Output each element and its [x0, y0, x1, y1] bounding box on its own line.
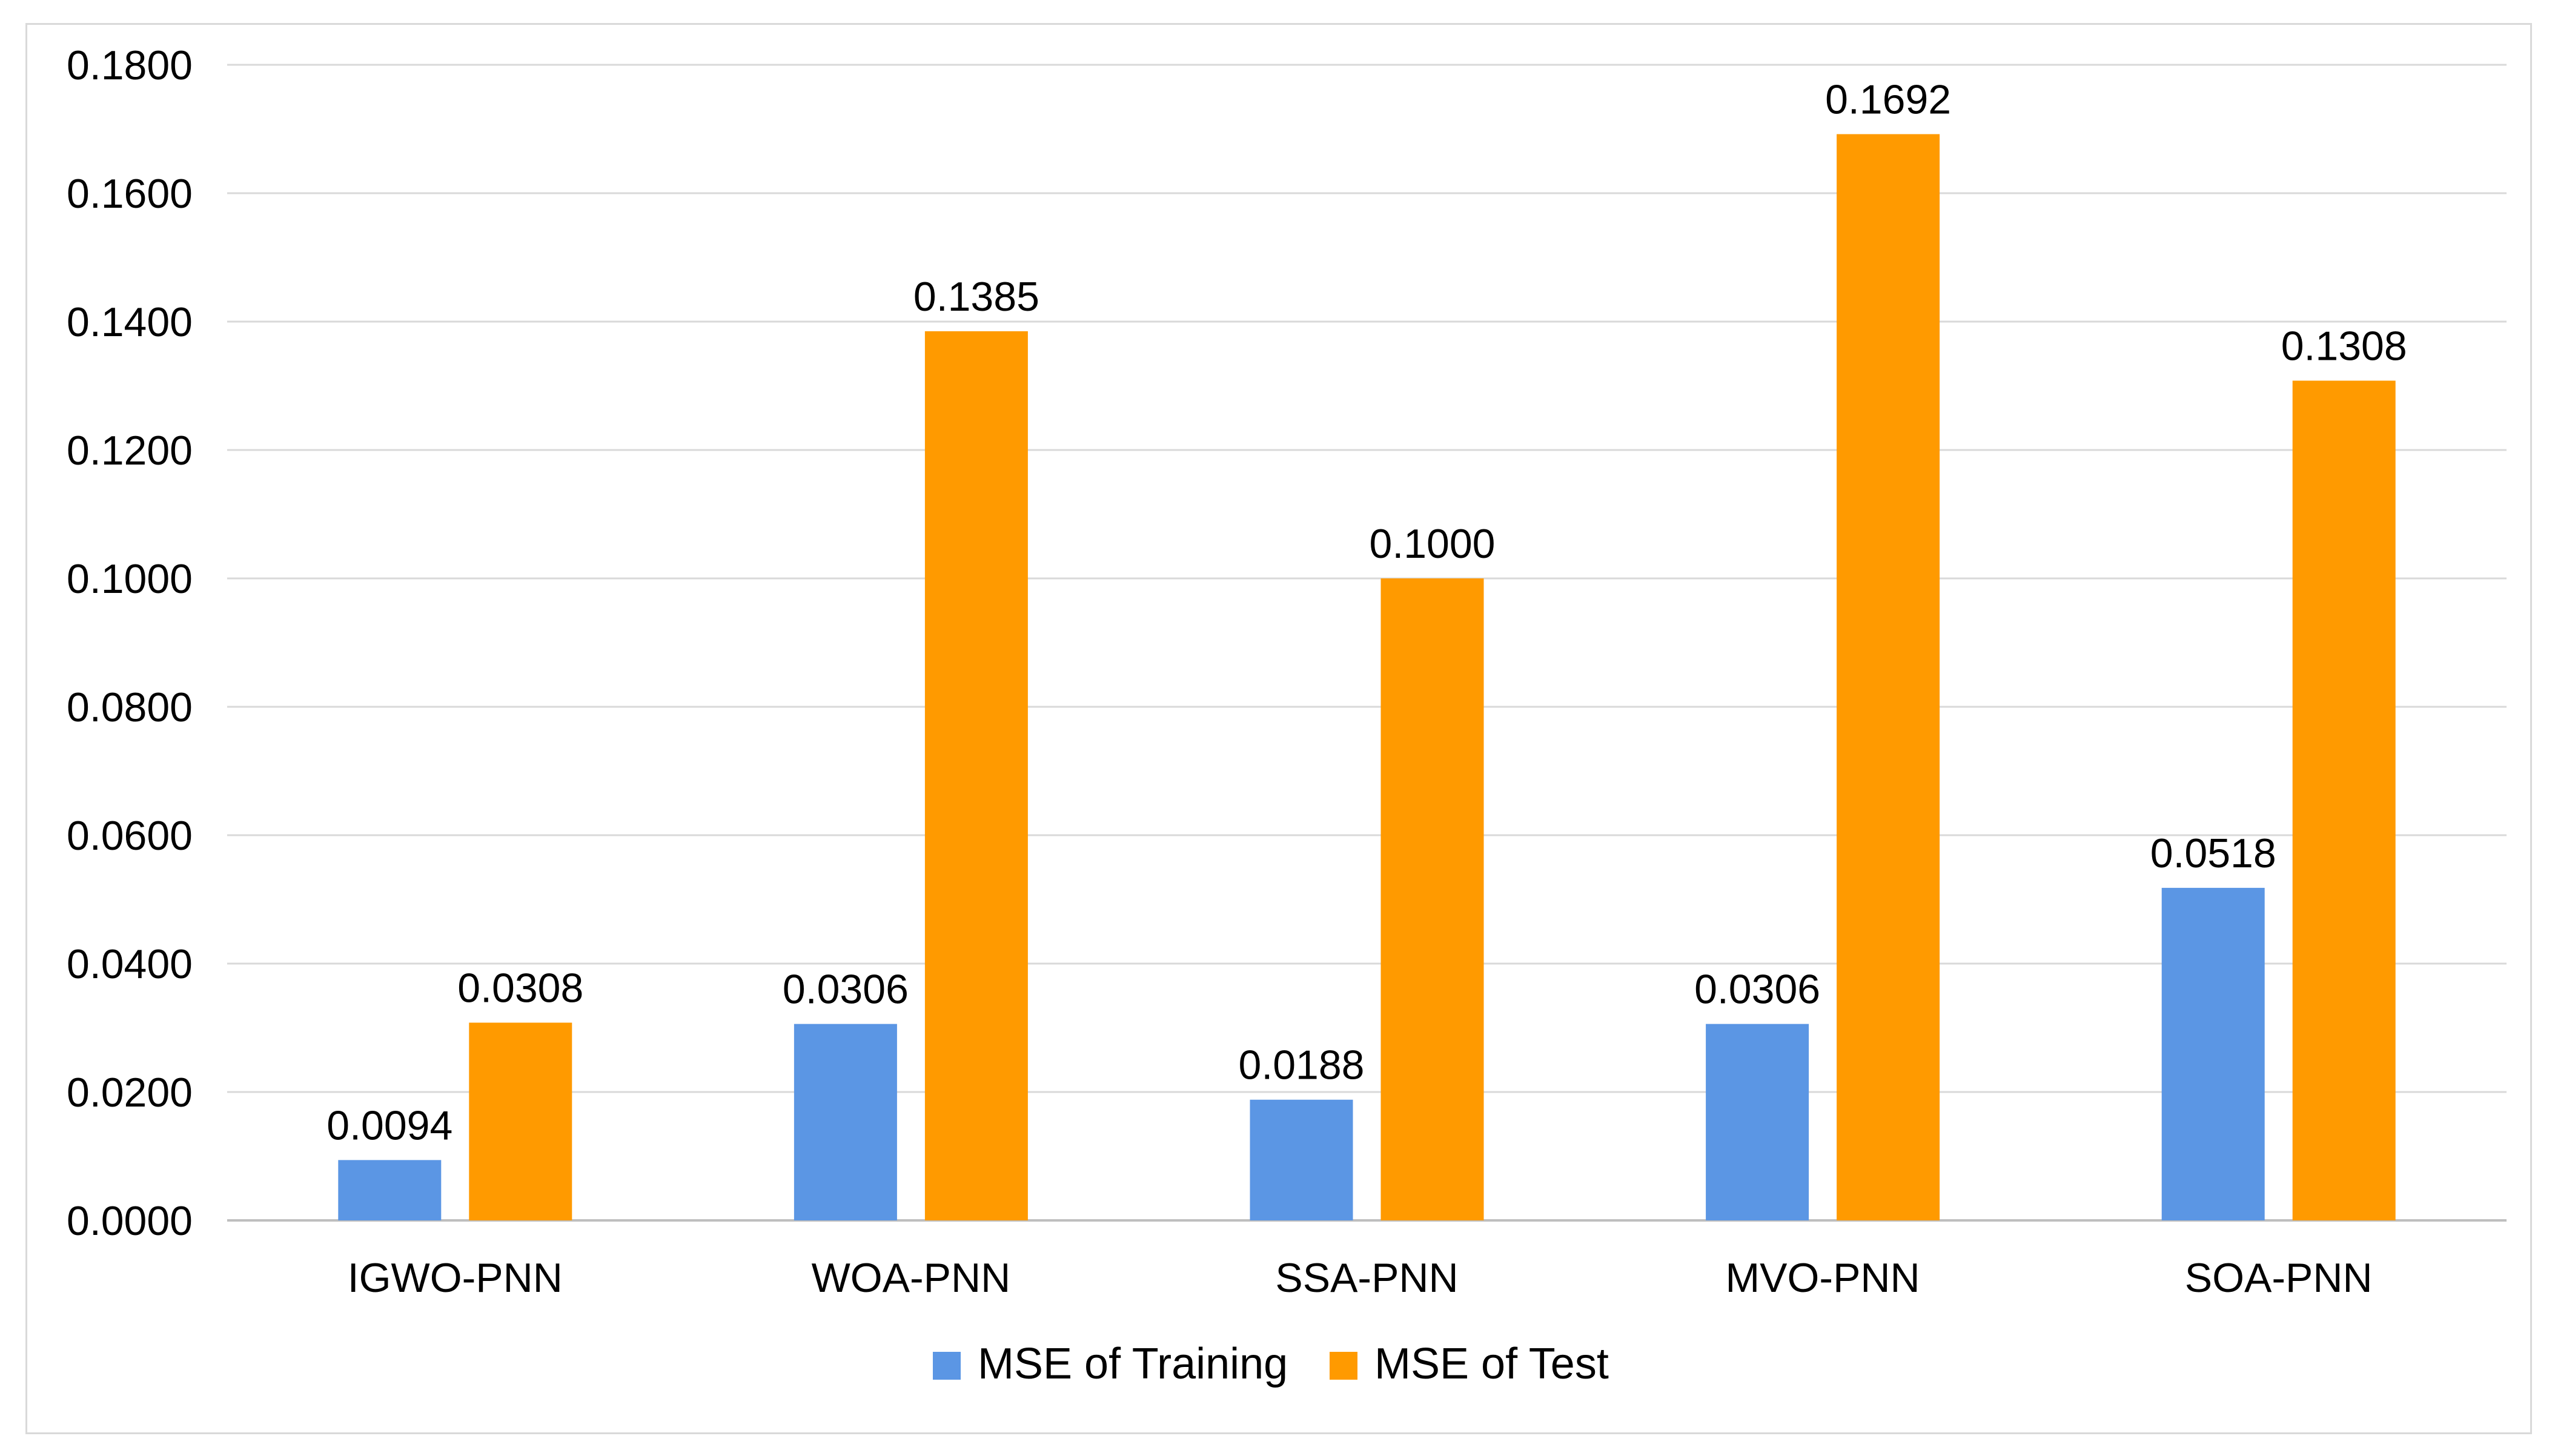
- y-tick-label: 0.1200: [67, 428, 193, 474]
- legend-test: MSE of Test: [1330, 1340, 1609, 1388]
- y-tick-label: 0.1800: [67, 42, 193, 88]
- training-value-label: 0.0306: [783, 967, 909, 1013]
- bars: [338, 134, 2396, 1221]
- training-value-label: 0.0306: [1694, 967, 1820, 1013]
- test-value-label: 0.1385: [913, 274, 1039, 320]
- x-category-label: SOA-PNN: [2185, 1255, 2373, 1301]
- training-bar-woa-pnn: [794, 1024, 897, 1220]
- data-labels: 0.0094 0.0308 0.0306 0.1385 0.0188 0.1000 0.03…: [326, 76, 2407, 1148]
- test-bar-woa-pnn: [924, 331, 1028, 1220]
- x-axis-categories: IGWO-PNN WOA-PNN SSA-PNN MVO-PNN SOA-PNN: [348, 1255, 2373, 1301]
- training-value-label: 0.0518: [2150, 830, 2276, 876]
- y-tick-label: 0.0200: [67, 1070, 193, 1116]
- y-tick-label: 0.0000: [67, 1198, 193, 1244]
- training-bar-ssa-pnn: [1250, 1099, 1353, 1220]
- y-tick-label: 0.0600: [67, 813, 193, 859]
- legend-swatch: [933, 1352, 961, 1380]
- x-category-label: SSA-PNN: [1275, 1255, 1458, 1301]
- legend-label: MSE of Test: [1374, 1340, 1609, 1388]
- legend-swatch: [1330, 1352, 1357, 1380]
- legend-training: MSE of Training: [933, 1340, 1288, 1388]
- test-bar-ssa-pnn: [1380, 578, 1484, 1220]
- legend: MSE of Training MSE of Test: [933, 1340, 1609, 1388]
- legend-label: MSE of Training: [978, 1340, 1288, 1388]
- test-value-label: 0.1692: [1825, 76, 1951, 122]
- gridlines: [227, 64, 2507, 1222]
- test-value-label: 0.1000: [1370, 521, 1496, 567]
- x-category-label: IGWO-PNN: [348, 1255, 563, 1301]
- test-bar-mvo-pnn: [1837, 134, 1940, 1221]
- y-tick-label: 0.0800: [67, 684, 193, 730]
- training-bar-mvo-pnn: [1706, 1024, 1809, 1220]
- training-bar-soa-pnn: [2161, 887, 2265, 1220]
- y-tick-label: 0.0400: [67, 941, 193, 987]
- test-value-label: 0.1308: [2281, 323, 2407, 369]
- test-bar-soa-pnn: [2292, 380, 2396, 1220]
- y-tick-label: 0.1600: [67, 171, 193, 217]
- y-tick-label: 0.1400: [67, 299, 193, 345]
- test-value-label: 0.0308: [457, 965, 583, 1011]
- y-tick-label: 0.1000: [67, 556, 193, 602]
- training-bar-igwo-pnn: [338, 1160, 442, 1220]
- x-category-label: WOA-PNN: [812, 1255, 1011, 1301]
- x-category-label: MVO-PNN: [1726, 1255, 1920, 1301]
- test-bar-igwo-pnn: [469, 1022, 572, 1220]
- training-value-label: 0.0188: [1239, 1042, 1365, 1088]
- y-axis-ticks: 0.0000 0.0200 0.0400 0.0600 0.0800 0.1000 0.12…: [67, 42, 193, 1244]
- training-value-label: 0.0094: [326, 1102, 452, 1148]
